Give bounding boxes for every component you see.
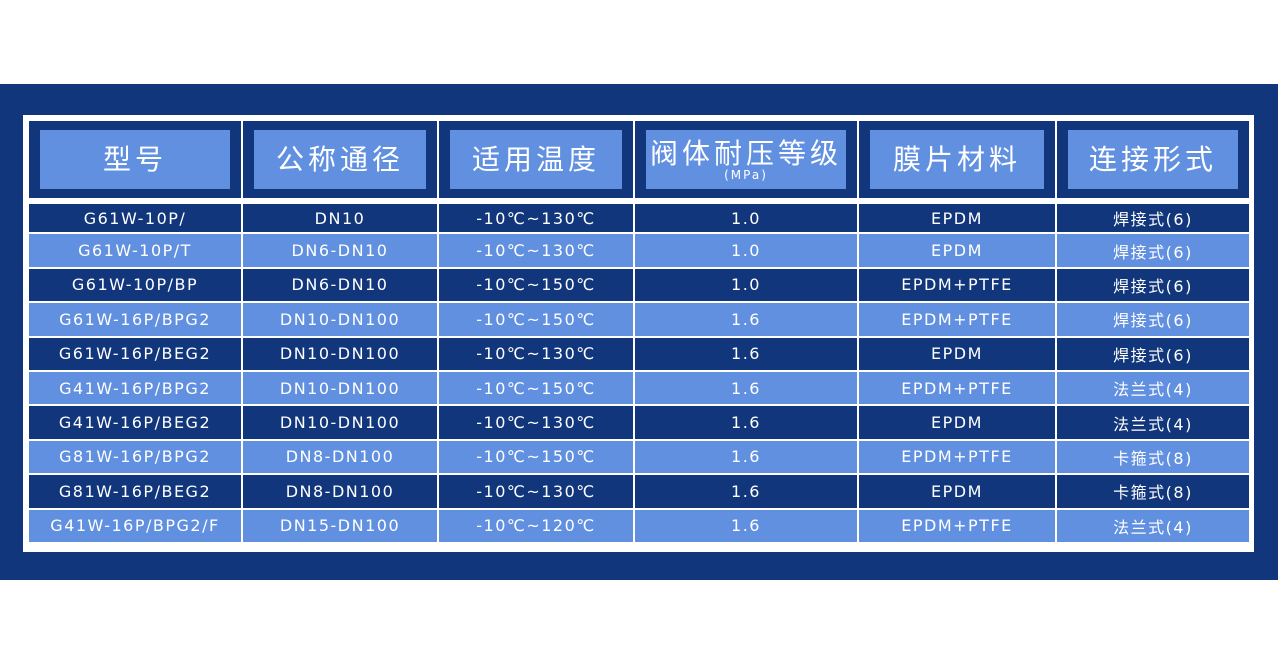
cell-model: G61W-10P/BP xyxy=(29,268,241,302)
cell-diaphragm-material: EPDM xyxy=(859,234,1055,267)
cell-nominal-diameter: DN8-DN100 xyxy=(243,440,437,474)
header-pressure-rating: 阀体耐压等级 (MPa) xyxy=(635,121,857,198)
cell-diaphragm-material: EPDM+PTFE xyxy=(859,509,1055,542)
cell-model: G61W-10P/ xyxy=(29,204,241,233)
header-connection-type: 连接形式 xyxy=(1057,121,1249,198)
cell-temperature: -10℃~130℃ xyxy=(439,406,633,439)
header-label: 适用温度 xyxy=(471,142,600,176)
header-box: 连接形式 xyxy=(1068,130,1238,189)
cell-temperature: -10℃~150℃ xyxy=(439,268,633,302)
cell-temperature: -10℃~130℃ xyxy=(439,337,633,370)
cell-model: G61W-16P/BPG2 xyxy=(29,303,241,336)
cell-connection-type: 卡箍式(8) xyxy=(1057,475,1249,508)
cell-temperature: -10℃~150℃ xyxy=(439,440,633,474)
cell-connection-type: 焊接式(6) xyxy=(1057,234,1249,267)
cell-diaphragm-material: EPDM xyxy=(859,406,1055,439)
cell-pressure-rating: 1.6 xyxy=(635,475,857,508)
cell-nominal-diameter: DN15-DN100 xyxy=(243,509,437,542)
cell-nominal-diameter: DN10-DN100 xyxy=(243,337,437,370)
cell-model: G41W-16P/BPG2/F xyxy=(29,509,241,542)
cell-connection-type: 焊接式(6) xyxy=(1057,303,1249,336)
cell-temperature: -10℃~150℃ xyxy=(439,303,633,336)
cell-nominal-diameter: DN10-DN100 xyxy=(243,371,437,405)
header-label: 公称通径 xyxy=(275,142,404,176)
cell-nominal-diameter: DN8-DN100 xyxy=(243,475,437,508)
header-label: 膜片材料 xyxy=(892,142,1021,176)
header-temperature: 适用温度 xyxy=(439,121,633,198)
cell-connection-type: 卡箍式(8) xyxy=(1057,440,1249,474)
cell-diaphragm-material: EPDM xyxy=(859,337,1055,370)
cell-model: G61W-10P/T xyxy=(29,234,241,267)
cell-diaphragm-material: EPDM+PTFE xyxy=(859,371,1055,405)
header-unit: (MPa) xyxy=(724,167,768,182)
cell-nominal-diameter: DN6-DN10 xyxy=(243,234,437,267)
cell-temperature: -10℃~130℃ xyxy=(439,234,633,267)
cell-connection-type: 焊接式(6) xyxy=(1057,337,1249,370)
cell-pressure-rating: 1.6 xyxy=(635,509,857,542)
spec-table: 型号 公称通径 适用温度 阀体耐压等级 (MPa) 膜片材料 连接形式 G61W-10P/DN… xyxy=(29,121,1249,542)
header-model: 型号 xyxy=(29,121,241,198)
header-box: 型号 xyxy=(40,130,230,189)
cell-model: G81W-16P/BPG2 xyxy=(29,440,241,474)
cell-model: G41W-16P/BPG2 xyxy=(29,371,241,405)
cell-pressure-rating: 1.0 xyxy=(635,234,857,267)
cell-nominal-diameter: DN10-DN100 xyxy=(243,406,437,439)
cell-diaphragm-material: EPDM+PTFE xyxy=(859,440,1055,474)
cell-connection-type: 法兰式(4) xyxy=(1057,406,1249,439)
cell-temperature: -10℃~130℃ xyxy=(439,475,633,508)
cell-pressure-rating: 1.6 xyxy=(635,371,857,405)
header-box: 阀体耐压等级 (MPa) xyxy=(646,130,846,189)
cell-connection-type: 焊接式(6) xyxy=(1057,204,1249,233)
cell-model: G61W-16P/BEG2 xyxy=(29,337,241,370)
cell-pressure-rating: 1.6 xyxy=(635,440,857,474)
header-diaphragm-material: 膜片材料 xyxy=(859,121,1055,198)
header-label: 阀体耐压等级 xyxy=(649,136,842,170)
cell-connection-type: 法兰式(4) xyxy=(1057,371,1249,405)
header-nominal-diameter: 公称通径 xyxy=(243,121,437,198)
cell-model: G41W-16P/BEG2 xyxy=(29,406,241,439)
cell-diaphragm-material: EPDM+PTFE xyxy=(859,268,1055,302)
cell-diaphragm-material: EPDM xyxy=(859,204,1055,233)
cell-temperature: -10℃~120℃ xyxy=(439,509,633,542)
cell-nominal-diameter: DN6-DN10 xyxy=(243,268,437,302)
cell-pressure-rating: 1.6 xyxy=(635,337,857,370)
cell-pressure-rating: 1.6 xyxy=(635,406,857,439)
cell-connection-type: 法兰式(4) xyxy=(1057,509,1249,542)
header-label: 连接形式 xyxy=(1088,142,1217,176)
cell-model: G81W-16P/BEG2 xyxy=(29,475,241,508)
cell-temperature: -10℃~150℃ xyxy=(439,371,633,405)
cell-pressure-rating: 1.6 xyxy=(635,303,857,336)
cell-diaphragm-material: EPDM+PTFE xyxy=(859,303,1055,336)
header-box: 公称通径 xyxy=(254,130,426,189)
header-label: 型号 xyxy=(102,142,167,176)
cell-temperature: -10℃~130℃ xyxy=(439,204,633,233)
cell-nominal-diameter: DN10-DN100 xyxy=(243,303,437,336)
cell-pressure-rating: 1.0 xyxy=(635,268,857,302)
header-box: 膜片材料 xyxy=(870,130,1044,189)
cell-connection-type: 焊接式(6) xyxy=(1057,268,1249,302)
cell-diaphragm-material: EPDM xyxy=(859,475,1055,508)
header-box: 适用温度 xyxy=(450,130,622,189)
cell-nominal-diameter: DN10 xyxy=(243,204,437,233)
cell-pressure-rating: 1.0 xyxy=(635,204,857,233)
